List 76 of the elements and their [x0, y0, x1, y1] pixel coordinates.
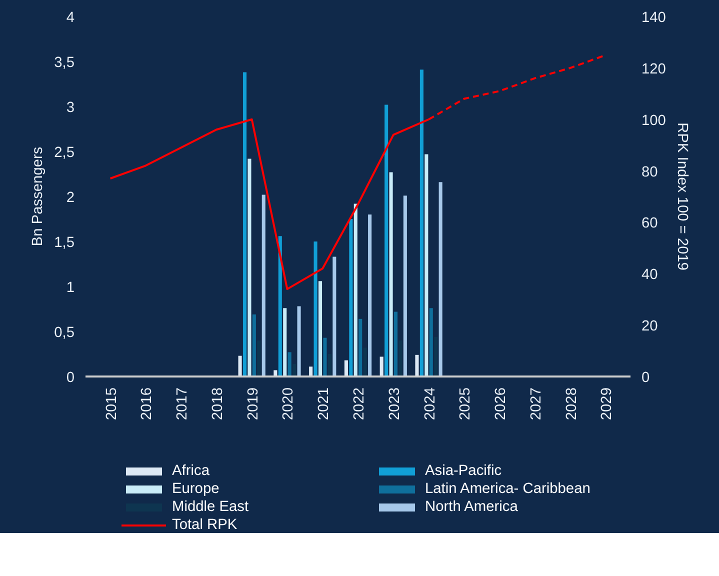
- bar: [318, 281, 322, 376]
- x-tick-label: 2021: [316, 387, 332, 420]
- bar: [292, 364, 296, 376]
- bar: [368, 214, 372, 376]
- y-tick-label: 3: [66, 100, 75, 116]
- bar: [363, 348, 367, 376]
- y2-tick-label: 100: [642, 112, 666, 129]
- bar: [328, 354, 332, 376]
- bar: [420, 70, 424, 376]
- x-tick-label: 2029: [599, 387, 616, 420]
- y-tick-label: 2,5: [54, 145, 74, 161]
- x-tick-label: 2024: [422, 387, 438, 420]
- bar: [278, 236, 282, 376]
- x-tick-label: 2026: [493, 387, 510, 420]
- y-axis-title: Bn Passengers: [30, 146, 46, 246]
- bar: [314, 242, 318, 376]
- bar: [403, 196, 407, 376]
- y2-tick-label: 120: [642, 61, 666, 78]
- bar: [389, 172, 393, 376]
- x-tick-label: 2017: [174, 387, 191, 420]
- y2-tick-label: 40: [642, 267, 658, 284]
- bar: [394, 312, 398, 376]
- y2-tick-label: 60: [642, 216, 658, 232]
- y-tick-label: 0,5: [54, 325, 74, 341]
- bar: [349, 219, 353, 376]
- bar: [242, 72, 247, 376]
- legend-label: Asia-Pacific: [425, 463, 503, 479]
- legend-label: Middle East: [172, 499, 250, 515]
- bar: [434, 336, 438, 376]
- y2-tick-label: 0: [642, 370, 650, 386]
- bar: [354, 204, 358, 376]
- bar: [238, 356, 242, 376]
- y-tick-label: 3,5: [54, 55, 74, 71]
- x-tick-label: 2022: [352, 387, 368, 420]
- legend-label: Europe: [172, 481, 220, 497]
- legend-label: Total RPK: [172, 517, 238, 533]
- bar: [248, 158, 252, 376]
- bar: [288, 352, 292, 376]
- y2-tick-label: 140: [642, 10, 666, 26]
- y-tick-label: 2: [66, 190, 75, 206]
- legend-label: North America: [425, 499, 519, 515]
- bar: [415, 354, 419, 376]
- x-tick-label: 2018: [210, 387, 226, 420]
- bar: [257, 340, 261, 376]
- bar: [344, 360, 348, 376]
- bar: [398, 340, 402, 376]
- y2-tick-label: 20: [642, 318, 658, 335]
- x-tick-label: 2020: [280, 387, 297, 420]
- x-tick-label: 2015: [104, 387, 120, 420]
- y-tick-label: 4: [66, 10, 75, 26]
- bar: [262, 194, 266, 376]
- bar: [424, 154, 428, 376]
- bar: [429, 308, 433, 376]
- x-tick-label: 2028: [564, 387, 580, 420]
- bar: [358, 318, 362, 376]
- x-tick-label: 2023: [386, 387, 403, 420]
- bar: [309, 366, 313, 376]
- y-tick-label: 0: [66, 370, 75, 386]
- x-tick-label: 2019: [245, 387, 262, 420]
- bar: [297, 306, 301, 376]
- bar: [380, 356, 384, 376]
- x-tick-label: 2025: [458, 387, 474, 420]
- y2-tick-label: 80: [642, 164, 658, 180]
- bar: [332, 256, 336, 376]
- legend-label: Africa: [172, 463, 210, 479]
- y2-axis-title: RPK Index 100 = 2019: [674, 122, 690, 270]
- x-tick-label: 2027: [528, 387, 544, 420]
- legend-label: Latin America- Caribbean: [425, 481, 592, 497]
- x-tick-label: 2016: [139, 387, 156, 420]
- bar: [323, 338, 327, 376]
- bar: [438, 182, 442, 376]
- y-tick-label: 1,5: [54, 235, 74, 251]
- bar: [384, 104, 388, 376]
- bar: [252, 314, 256, 376]
- y-tick-label: 1: [66, 280, 75, 296]
- bar: [283, 308, 287, 376]
